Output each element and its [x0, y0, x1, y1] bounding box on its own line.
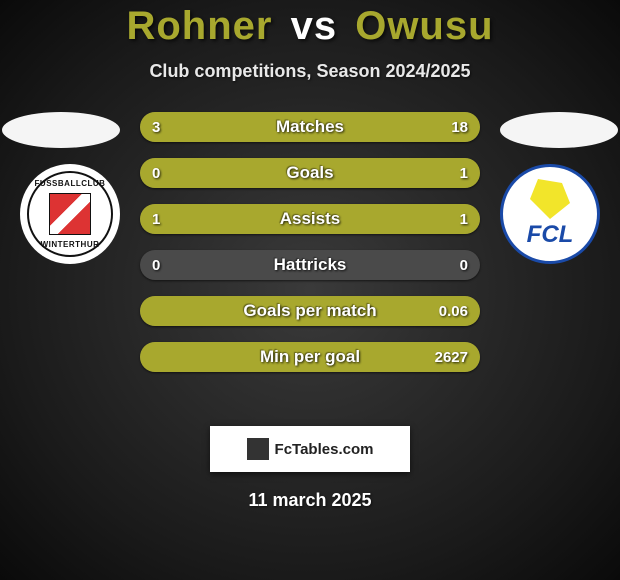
stat-label: Hattricks	[140, 250, 480, 280]
date-text: 11 march 2025	[0, 490, 620, 511]
stat-bar: 01Goals	[140, 158, 480, 188]
player2-avatar	[500, 112, 618, 148]
stat-label: Min per goal	[140, 342, 480, 372]
club1-text-top: FUSSBALLCLUB	[29, 179, 111, 188]
player1-name: Rohner	[126, 4, 272, 48]
source-text: FcTables.com	[275, 441, 374, 458]
club1-emblem-icon	[49, 193, 91, 235]
source-badge: FcTables.com	[210, 426, 410, 472]
player2-club-badge: FCL	[500, 164, 600, 264]
vs-separator: vs	[291, 4, 338, 48]
club2-emblem-icon	[530, 179, 570, 219]
stat-bar: 0.06Goals per match	[140, 296, 480, 326]
fctables-logo-icon	[247, 438, 269, 460]
stat-bar: 2627Min per goal	[140, 342, 480, 372]
stat-label: Matches	[140, 112, 480, 142]
stat-bar: 11Assists	[140, 204, 480, 234]
stat-bars: 318Matches 01Goals 11Assists 00Hattricks 0.0…	[140, 112, 480, 388]
stat-bar: 00Hattricks	[140, 250, 480, 280]
club2-text: FCL	[527, 221, 574, 249]
stat-label: Goals	[140, 158, 480, 188]
comparison-title: Rohner vs Owusu	[0, 0, 620, 49]
subtitle: Club competitions, Season 2024/2025	[0, 61, 620, 82]
player1-club-badge: FUSSBALLCLUB WINTERTHUR	[20, 164, 120, 264]
comparison-arena: FUSSBALLCLUB WINTERTHUR FCL 318Matches 01…	[0, 112, 620, 412]
stat-label: Assists	[140, 204, 480, 234]
stat-label: Goals per match	[140, 296, 480, 326]
player1-avatar	[2, 112, 120, 148]
club1-text-bottom: WINTERTHUR	[29, 240, 111, 249]
player2-name: Owusu	[355, 4, 493, 48]
stat-bar: 318Matches	[140, 112, 480, 142]
